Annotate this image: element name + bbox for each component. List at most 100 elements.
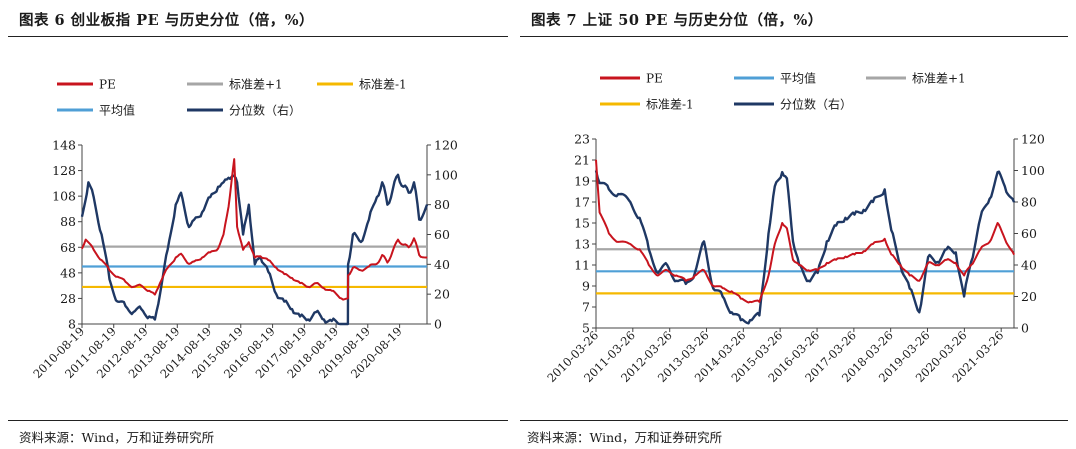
data-point-pe	[970, 264, 972, 266]
data-point-pe	[159, 282, 161, 284]
data-point-pct	[884, 188, 886, 190]
data-point-pct	[299, 315, 301, 318]
legend-label-mean: 平均值	[99, 103, 135, 118]
chart-figure-6: PE 标准差+1 标准差-1 平均值 分位数（右） 8 28 48 68 88 108 128 148 0…	[30, 78, 458, 382]
data-point-pct	[124, 305, 127, 307]
data-point-pct	[347, 323, 349, 325]
data-point-pct	[148, 315, 150, 318]
y2-tick-label: 120	[1021, 132, 1045, 147]
data-point-pct	[140, 308, 142, 310]
data-point-pe	[180, 253, 182, 255]
data-point-pct	[617, 193, 619, 195]
data-point-pe	[792, 259, 794, 261]
data-point-pe	[376, 263, 378, 265]
data-point-pe	[418, 254, 420, 256]
data-point-pct	[101, 233, 103, 236]
data-point-pct	[872, 201, 874, 203]
data-point-pe	[890, 253, 892, 256]
data-point-pct	[963, 295, 965, 298]
data-point-pe	[193, 260, 195, 262]
data-point-pe	[786, 227, 788, 229]
y-tick-label: 8	[68, 317, 76, 332]
y2-tick-label: 0	[434, 317, 442, 332]
data-point-pe	[167, 267, 169, 269]
data-point-pct	[397, 174, 399, 176]
data-point-pe	[236, 226, 238, 228]
data-point-pct	[392, 189, 394, 191]
data-point-pe	[608, 232, 610, 235]
data-point-pe	[685, 280, 687, 282]
data-point-pe	[863, 250, 865, 252]
figure-6-panel: 图表 6 创业板指 PE 与历史分位（倍，%） PE 标准差+1 标准差-1 平均值 分…	[0, 0, 523, 449]
y2-tick-label: 20	[434, 287, 450, 302]
source-note: 资料来源：Wind，万和证券研究所	[19, 430, 215, 445]
data-point-pe	[694, 274, 696, 277]
legend-item-minus1: 标准差-1	[600, 98, 694, 112]
data-point-pe	[132, 286, 134, 288]
data-point-pe	[101, 259, 103, 261]
data-point-pct	[175, 204, 177, 206]
data-point-pct	[970, 261, 972, 263]
data-point-pe	[154, 294, 156, 296]
data-point-pe	[267, 259, 269, 261]
data-point-pe	[767, 274, 770, 277]
legend-label-mean: 平均值	[780, 71, 816, 86]
data-point-pct	[694, 272, 696, 274]
data-point-pct	[844, 217, 846, 219]
legend-label-pct: 分位数（右）	[229, 103, 301, 118]
data-point-pct	[236, 181, 238, 183]
data-point-pe	[722, 287, 724, 289]
legend-label-minus1: 标准差-1	[359, 78, 407, 92]
data-point-pe	[595, 159, 597, 161]
data-point-pe	[945, 259, 948, 261]
data-point-pct	[666, 264, 668, 266]
data-point-pct	[835, 225, 837, 227]
legend-label-plus1: 标准差+1	[229, 78, 283, 92]
data-point-pe	[955, 262, 957, 264]
data-point-pct	[108, 278, 111, 280]
data-point-pct	[87, 181, 89, 183]
y-tick-label: 128	[52, 163, 76, 178]
data-point-pe	[844, 256, 846, 258]
y-tick-label: 68	[60, 240, 76, 255]
data-point-pe	[749, 301, 751, 303]
y2-tick-label: 20	[1021, 289, 1037, 304]
data-point-pe	[85, 239, 87, 241]
data-point-pe	[81, 248, 83, 250]
legend-item-plus1: 标准差+1	[866, 72, 966, 86]
y-tick-label: 15	[574, 216, 590, 231]
data-point-pe	[124, 281, 127, 283]
data-point-pct	[291, 308, 293, 310]
legend-label-pct: 分位数（右）	[780, 97, 852, 112]
y2-tick-label: 80	[434, 197, 450, 212]
data-point-pct	[386, 204, 388, 206]
data-point-pct	[81, 216, 83, 218]
series-points-pe	[595, 159, 1015, 303]
chart-figure-7: PE 平均值 标准差+1 标准差-1 分位数（右） 5 7 9 11 13 15 17 19 21 23 0 2…	[544, 71, 1045, 386]
y-tick-label: 7	[582, 300, 590, 315]
y-tick-label: 19	[574, 174, 590, 189]
data-point-pct	[608, 188, 610, 190]
data-point-pct	[792, 240, 794, 242]
data-point-pe	[617, 241, 619, 243]
series-points-pe	[81, 158, 428, 299]
data-point-pct	[283, 301, 285, 303]
data-point-pct	[758, 314, 760, 316]
data-point-pct	[826, 240, 828, 242]
data-point-pe	[347, 297, 349, 299]
data-point-pe	[315, 282, 317, 284]
data-point-pe	[392, 250, 394, 252]
data-point-pct	[413, 181, 415, 183]
data-point-pe	[254, 256, 256, 259]
legend-label-pe: PE	[99, 78, 116, 92]
data-point-pct	[955, 251, 957, 253]
y-tick-label: 23	[574, 132, 590, 147]
data-point-pct	[712, 288, 714, 290]
data-point-pct	[376, 196, 378, 198]
data-point-pe	[397, 239, 399, 241]
data-point-pe	[657, 274, 659, 277]
y2-tick-label: 100	[1021, 163, 1045, 178]
data-point-pct	[116, 301, 119, 303]
y-tick-label: 5	[582, 321, 590, 336]
data-point-pct	[675, 280, 678, 282]
